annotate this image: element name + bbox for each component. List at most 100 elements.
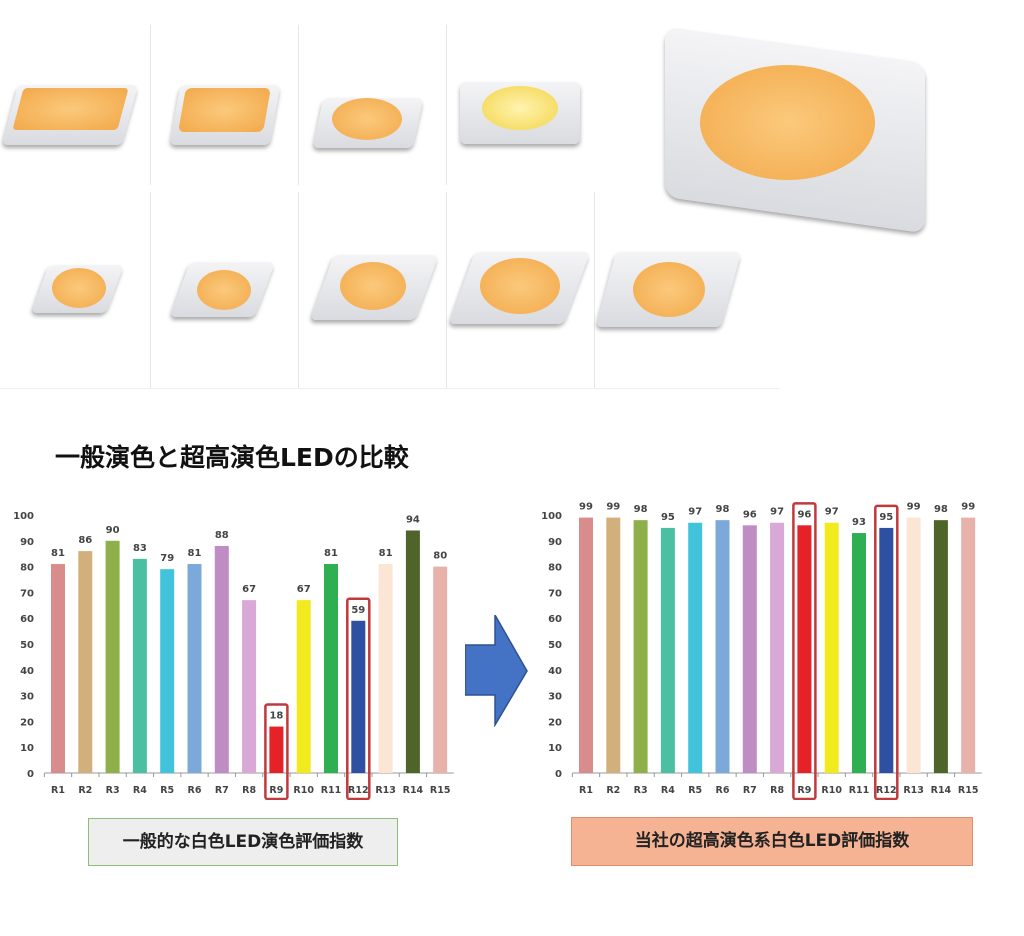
bar-R9 (797, 525, 812, 773)
x-tick-label: R5 (160, 785, 174, 796)
y-tick-label: 70 (20, 588, 34, 599)
bar-R8 (242, 600, 257, 773)
x-tick-label: R7 (215, 785, 229, 796)
x-tick-label: R13 (375, 785, 396, 796)
bar-R3 (105, 540, 120, 773)
data-label-R13: 99 (907, 502, 921, 513)
data-label-R3: 98 (634, 504, 648, 515)
y-tick-label: 90 (548, 537, 562, 548)
chart-standard-led: 0 10 20 30 40 50 60 70 80 90 100 81 R1 86 R2 90 R3 83 R4 79… (13, 511, 454, 800)
data-label-R4: 95 (661, 512, 675, 523)
bar-R14 (405, 530, 420, 773)
bar-R8 (770, 522, 785, 773)
bar-R2 (78, 551, 93, 773)
y-tick-label: 70 (548, 588, 562, 599)
data-label-R12: 95 (879, 512, 893, 523)
y-tick-label: 60 (20, 614, 34, 625)
bar-R4 (660, 527, 675, 773)
bar-R14 (933, 520, 948, 773)
x-tick-label: R4 (133, 785, 147, 796)
x-tick-label: R9 (797, 785, 811, 796)
data-label-R14: 94 (406, 514, 420, 525)
y-tick-label: 20 (548, 717, 562, 728)
x-tick-label: R14 (403, 785, 424, 796)
bar-R7 (742, 525, 757, 773)
data-label-R4: 83 (133, 543, 147, 554)
x-tick-label: R1 (51, 785, 65, 796)
highlight-box-R9 (792, 502, 817, 800)
bar-R3 (633, 520, 648, 773)
bar-R15 (961, 517, 976, 773)
y-tick-label: 40 (548, 666, 562, 677)
y-tick-label: 0 (555, 769, 562, 780)
data-label-R15: 99 (961, 502, 975, 513)
bar-R2 (606, 517, 621, 773)
bar-R11 (852, 533, 866, 773)
y-tick-label: 10 (20, 743, 34, 754)
data-label-R12: 59 (351, 605, 365, 616)
data-label-R5: 79 (160, 553, 174, 564)
bar-R1 (51, 564, 65, 773)
x-tick-label: R7 (743, 785, 757, 796)
x-tick-label: R14 (931, 785, 952, 796)
x-tick-label: R1 (579, 785, 593, 796)
data-label-R6: 98 (716, 504, 730, 515)
bar-R1 (579, 517, 593, 773)
data-label-R11: 93 (852, 517, 866, 528)
x-tick-label: R8 (770, 785, 784, 796)
y-tick-label: 100 (13, 511, 34, 522)
data-label-R13: 81 (379, 548, 393, 559)
bar-R11 (324, 564, 338, 773)
x-tick-label: R3 (634, 785, 648, 796)
x-tick-label: R12 (876, 785, 897, 796)
data-label-R14: 98 (934, 504, 948, 515)
chart-high-cri-led: 0 10 20 30 40 50 60 70 80 90 100 99 R1 99 R2 98 R3 95 R4 97… (541, 502, 982, 800)
data-label-R9: 96 (797, 509, 811, 520)
y-tick-label: 0 (27, 769, 34, 780)
x-tick-label: R3 (106, 785, 120, 796)
x-tick-label: R11 (321, 785, 342, 796)
x-tick-label: R9 (269, 785, 283, 796)
x-tick-label: R10 (821, 785, 842, 796)
data-label-R10: 67 (297, 584, 311, 595)
y-tick-label: 50 (20, 640, 34, 651)
bar-R9 (269, 726, 284, 773)
data-label-R5: 97 (688, 507, 702, 518)
page-title: 一般演色と超高演色LEDの比較 (55, 443, 409, 472)
x-tick-label: R5 (688, 785, 702, 796)
data-label-R1: 99 (579, 502, 593, 513)
bar-R13 (906, 517, 921, 773)
bar-R10 (296, 600, 311, 773)
x-tick-label: R15 (430, 785, 451, 796)
data-label-R7: 88 (215, 530, 229, 541)
data-label-R11: 81 (324, 548, 338, 559)
data-label-R8: 97 (770, 507, 784, 518)
data-label-R2: 99 (606, 502, 620, 513)
y-tick-label: 80 (20, 563, 34, 574)
highlight-box-R12 (874, 504, 899, 800)
y-tick-label: 50 (548, 640, 562, 651)
x-tick-label: R4 (661, 785, 675, 796)
data-label-R7: 96 (743, 509, 757, 520)
x-tick-label: R12 (348, 785, 369, 796)
x-tick-label: R11 (849, 785, 870, 796)
highlight-box-R9 (264, 703, 289, 800)
bar-R6 (715, 520, 730, 773)
y-tick-label: 30 (548, 692, 562, 703)
x-tick-label: R2 (606, 785, 620, 796)
data-label-R15: 80 (433, 551, 447, 562)
x-tick-label: R10 (293, 785, 314, 796)
x-tick-label: R6 (716, 785, 730, 796)
y-tick-label: 20 (20, 717, 34, 728)
bar-R13 (378, 564, 393, 773)
y-tick-label: 10 (548, 743, 562, 754)
bar-R5 (688, 522, 703, 773)
x-tick-label: R2 (78, 785, 92, 796)
highlight-box-R12 (346, 597, 371, 800)
data-label-R1: 81 (51, 548, 65, 559)
bar-R12 (879, 527, 894, 773)
data-label-R3: 90 (106, 525, 120, 536)
bar-R15 (433, 566, 448, 773)
data-label-R8: 67 (242, 584, 256, 595)
caption-standard-led: 一般的な白色LED演色評価指数 (88, 818, 398, 866)
